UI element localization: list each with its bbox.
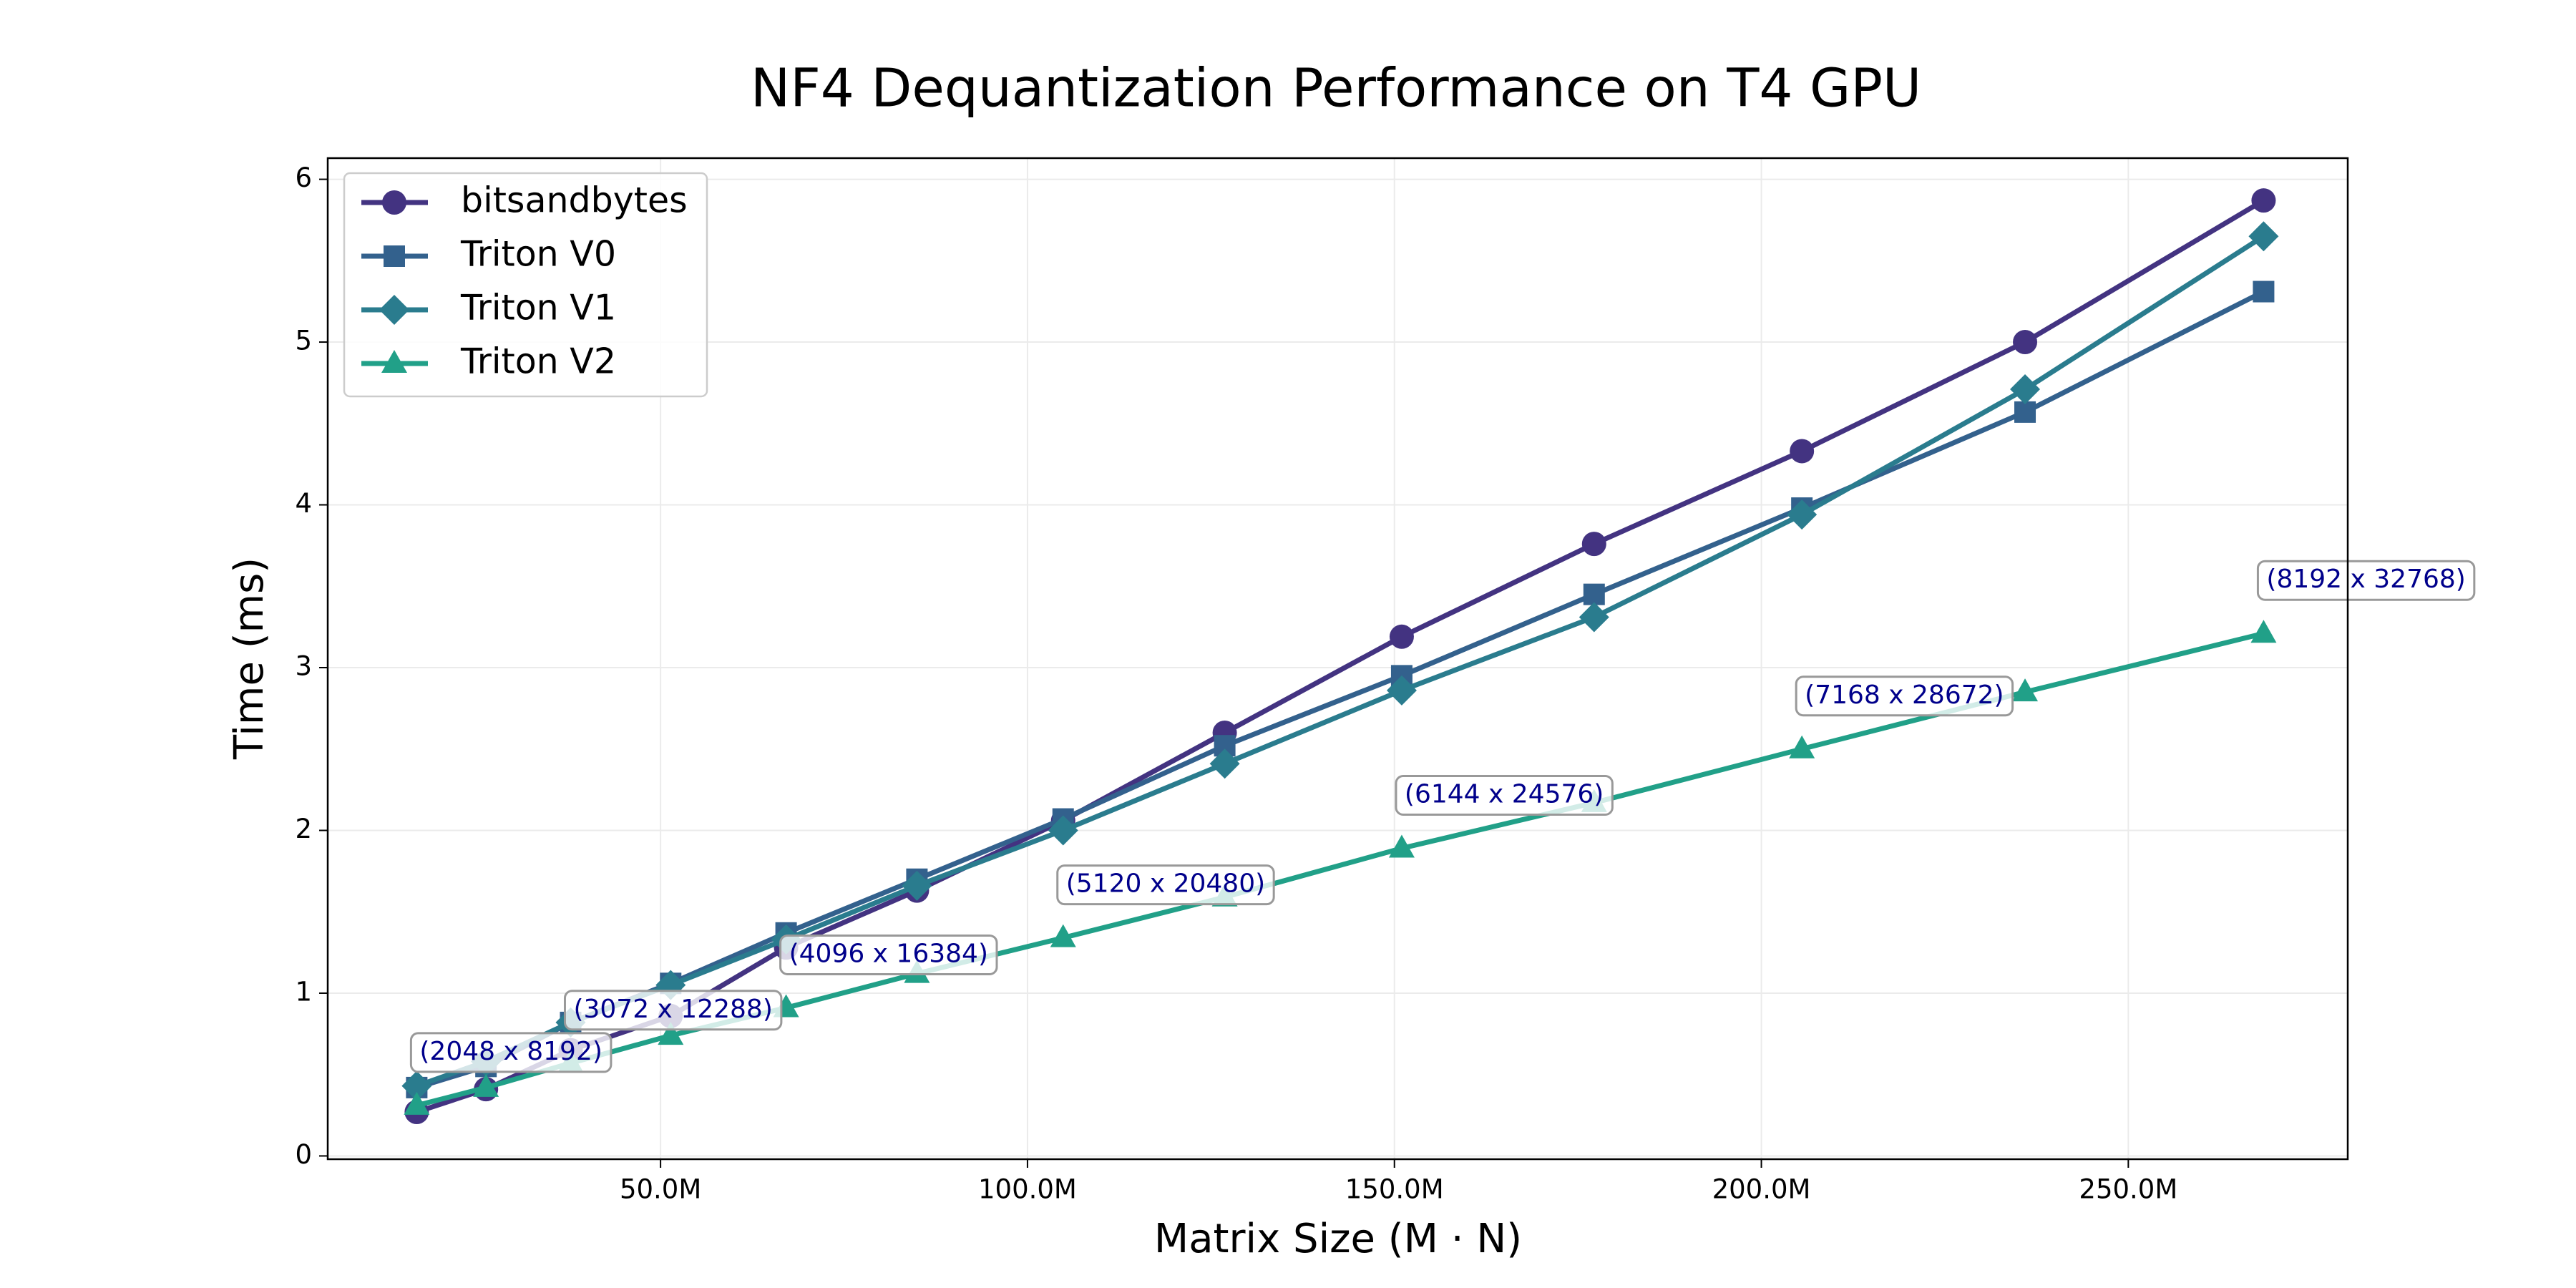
data-point xyxy=(404,1091,430,1115)
legend-marker xyxy=(384,245,405,267)
annotation: (3072 x 12288) xyxy=(563,990,783,1031)
data-point xyxy=(1386,675,1417,706)
data-point xyxy=(473,1073,499,1097)
legend-marker xyxy=(382,190,406,215)
legend-label: Triton V2 xyxy=(460,341,616,382)
annotation: (8192 x 32768) xyxy=(2256,560,2476,601)
x-tick-label: 150.0M xyxy=(1345,1174,1444,1205)
legend: bitsandbytes Triton V0 Triton V1 Triton V2 xyxy=(343,172,708,398)
x-tick-label: 250.0M xyxy=(2079,1174,2177,1205)
annotation: (2048 x 8192) xyxy=(409,1032,613,1073)
data-point xyxy=(2250,620,2277,643)
legend-label: bitsandbytes xyxy=(461,180,688,221)
annotation: (7168 x 28672) xyxy=(1795,675,2014,717)
data-point xyxy=(658,1022,684,1045)
data-point xyxy=(1790,439,1815,464)
annotation: (4096 x 16384) xyxy=(779,934,998,975)
y-tick-label: 5 xyxy=(295,326,312,356)
data-point xyxy=(2248,221,2279,252)
y-tick-label: 4 xyxy=(295,488,312,519)
legend-marker xyxy=(379,295,409,325)
data-point xyxy=(2251,188,2276,213)
data-point xyxy=(2253,280,2275,303)
data-point xyxy=(401,1070,432,1101)
data-point xyxy=(2012,678,2039,702)
y-tick-label: 0 xyxy=(295,1139,312,1170)
x-tick-label: 50.0M xyxy=(620,1174,701,1205)
annotation-box xyxy=(1395,775,1614,816)
y-tick-label: 6 xyxy=(295,162,312,193)
data-point xyxy=(1581,532,1606,557)
annotation-box xyxy=(779,934,998,975)
chart-title: NF4 Dequantization Performance on T4 GPU xyxy=(751,58,1921,119)
y-tick-label: 2 xyxy=(295,814,312,844)
data-point xyxy=(1789,735,1815,758)
data-point xyxy=(1787,499,1818,530)
data-point xyxy=(1048,815,1078,846)
data-point xyxy=(1579,602,1609,633)
annotation-box xyxy=(563,990,783,1031)
y-tick-label: 3 xyxy=(295,651,312,682)
data-point xyxy=(2010,374,2041,405)
legend-marker xyxy=(381,350,407,373)
data-point xyxy=(902,870,932,901)
y-tick-label: 1 xyxy=(295,976,312,1007)
y-axis-label: Time (ms) xyxy=(226,557,273,760)
data-point xyxy=(1388,834,1415,858)
annotation: (5120 x 20480) xyxy=(1056,864,1275,906)
annotation-box xyxy=(1056,864,1275,906)
plot-frame xyxy=(326,157,2349,1161)
data-point xyxy=(2013,330,2038,355)
x-tick-label: 100.0M xyxy=(978,1174,1077,1205)
annotation-box xyxy=(2256,560,2476,601)
data-point xyxy=(1050,924,1076,947)
data-point xyxy=(2014,401,2036,423)
data-point xyxy=(1583,583,1605,605)
annotation-text: (2048 x 8192) xyxy=(419,1037,602,1066)
annotation-text: (5120 x 20480) xyxy=(1066,869,1265,899)
annotation-text: (8192 x 32768) xyxy=(2266,565,2465,594)
legend-label: Triton V0 xyxy=(460,234,616,275)
x-tick-label: 200.0M xyxy=(1712,1174,1811,1205)
data-point xyxy=(1209,748,1240,779)
annotation-text: (6144 x 24576) xyxy=(1405,780,1604,809)
annotation-text: (3072 x 12288) xyxy=(573,995,772,1024)
annotation-box xyxy=(409,1032,613,1073)
legend-box xyxy=(343,172,708,398)
annotation: (6144 x 24576) xyxy=(1395,775,1614,816)
annotation-text: (4096 x 16384) xyxy=(789,939,988,968)
legend-label: Triton V1 xyxy=(460,288,616,328)
annotation-box xyxy=(1795,675,2014,717)
data-point xyxy=(1389,624,1414,649)
annotation-text: (7168 x 28672) xyxy=(1805,680,2004,710)
x-axis-label: Matrix Size (M · N) xyxy=(1154,1216,1522,1262)
